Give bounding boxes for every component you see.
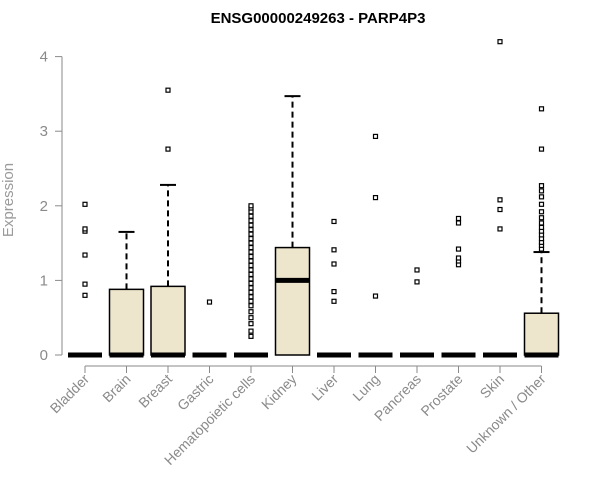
outlier-point <box>248 280 254 286</box>
y-tick-label: 4 <box>40 49 48 66</box>
outlier-point <box>165 87 171 93</box>
outlier-point <box>248 240 254 246</box>
outlier-point <box>538 215 545 221</box>
outlier-point <box>248 294 254 300</box>
outlier-point <box>331 288 337 295</box>
outlier-point <box>248 315 254 321</box>
y-tick-label: 1 <box>40 272 48 289</box>
x-tick-label: Breast <box>135 371 175 411</box>
x-tick-label: Liver <box>308 371 341 404</box>
outlier-point <box>455 246 462 252</box>
outlier-point <box>455 255 462 261</box>
outlier-point <box>538 106 545 112</box>
outlier-point <box>248 222 254 228</box>
outlier-point <box>414 267 420 273</box>
outlier-point <box>248 236 254 242</box>
outlier-point <box>538 224 545 231</box>
outlier-point <box>331 247 337 253</box>
outlier-point <box>538 194 545 200</box>
outlier-point <box>82 281 88 287</box>
outlier-point <box>331 298 337 304</box>
x-tick-label: Prostate <box>417 371 465 419</box>
outlier-point <box>538 183 545 189</box>
outlier-point <box>497 226 503 232</box>
outlier-point <box>248 285 254 291</box>
outlier-point <box>248 231 254 237</box>
outlier-point <box>331 261 337 267</box>
outlier-point <box>82 201 88 207</box>
outlier-point <box>248 276 254 282</box>
y-tick-label: 2 <box>40 198 48 215</box>
box <box>150 285 186 356</box>
outlier-point <box>248 218 254 224</box>
outlier-point <box>331 218 337 225</box>
box <box>523 312 560 356</box>
outlier-point <box>82 252 88 258</box>
outlier-point <box>248 271 254 278</box>
outlier-point <box>248 298 254 304</box>
outlier-point <box>248 321 254 327</box>
outlier-point <box>414 279 420 285</box>
outlier-point <box>165 146 171 152</box>
outlier-point <box>248 267 254 273</box>
outlier-point <box>538 188 545 194</box>
x-tick-label: Bladder <box>47 371 93 417</box>
chart-title: ENSG00000249263 - PARP4P3 <box>211 10 426 27</box>
outlier-point <box>206 299 213 305</box>
outlier-point <box>372 293 379 299</box>
outlier-point <box>248 253 254 260</box>
outlier-point <box>372 133 379 140</box>
y-tick-label: 3 <box>40 123 48 140</box>
outlier-point <box>82 226 88 232</box>
y-axis-label: Expression <box>0 163 17 237</box>
y-tick-label: 0 <box>40 347 48 364</box>
box <box>274 246 311 356</box>
outlier-point <box>538 209 545 215</box>
outlier-point <box>248 203 254 209</box>
outlier-point <box>497 206 503 213</box>
outlier-point <box>248 333 254 339</box>
x-tick-label: Skin <box>477 371 508 402</box>
outlier-point <box>248 262 254 269</box>
outlier-point <box>455 215 462 222</box>
outlier-point <box>455 220 462 226</box>
outlier-point <box>497 39 503 45</box>
x-tick-label: Unknown / Other <box>463 371 549 457</box>
outlier-point <box>248 309 254 315</box>
outlier-point <box>538 220 545 226</box>
x-tick-label: Kidney <box>258 371 300 413</box>
outlier-point <box>248 227 254 233</box>
x-tick-label: Brain <box>99 371 133 405</box>
outlier-point <box>248 289 254 295</box>
outlier-point <box>248 213 254 219</box>
outlier-point <box>82 292 88 298</box>
outlier-point <box>248 244 254 251</box>
x-tick-label: Lung <box>349 371 382 404</box>
outlier-point <box>372 194 379 201</box>
outlier-point <box>248 328 254 334</box>
box <box>108 288 145 356</box>
outlier-point <box>538 201 545 207</box>
outlier-point <box>538 146 545 152</box>
outlier-point <box>497 197 503 203</box>
outlier-point <box>248 249 254 255</box>
outlier-point <box>248 303 254 309</box>
outlier-point <box>248 258 254 264</box>
